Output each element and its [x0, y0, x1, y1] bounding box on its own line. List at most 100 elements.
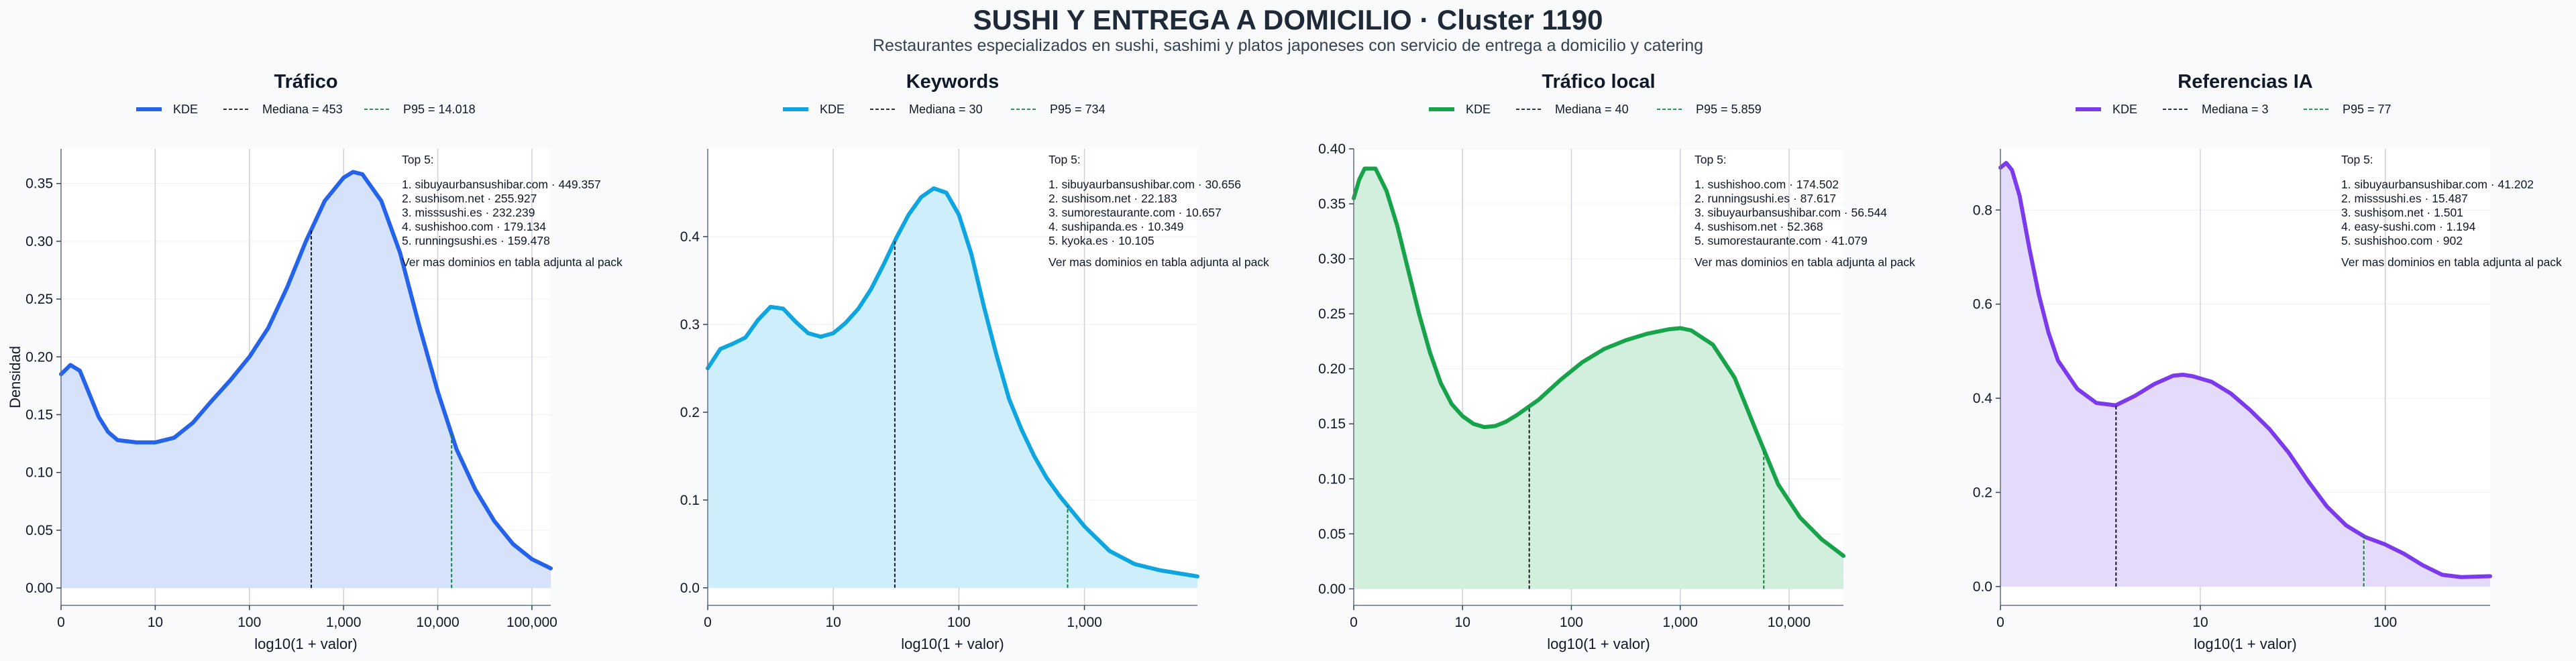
legend: KDE Mediana = 3 P95 = 77: [2076, 103, 2392, 116]
legend-median-label: Mediana = 40: [1555, 103, 1629, 116]
top5-note: Ver mas dominios en tabla adjunta al pac…: [1049, 255, 1269, 269]
panel-title: Referencias IA: [2178, 71, 2313, 93]
legend: KDE Mediana = 30 P95 = 734: [783, 103, 1106, 116]
top5-item: 3. misssushi.es · 232.239: [402, 206, 535, 219]
kde-line: [706, 186, 1199, 579]
x-axis-label: log10(1 + valor): [1547, 636, 1650, 652]
y-tick-label: 0.35: [1318, 196, 1346, 212]
kde-line: [59, 170, 553, 570]
kde-area: [708, 188, 1197, 588]
y-tick-label: 0.15: [1318, 416, 1346, 432]
kde-line: [1352, 166, 1845, 558]
legend-median-label: Mediana = 30: [909, 103, 983, 116]
top5-item: 2. runningsushi.es · 87.617: [1695, 192, 1836, 205]
legend-p95-label: P95 = 14.018: [403, 103, 476, 116]
top5-item: 5. kyoka.es · 10.105: [1049, 234, 1155, 247]
top5-annotation: Top 5: 1. sibuyaurbansushibar.com · 449.3…: [402, 153, 623, 269]
y-tick-label: 0.30: [25, 234, 53, 249]
legend-p95-label: P95 = 5.859: [1696, 103, 1762, 116]
panel-4: Referencias IA KDE Mediana = 3 P95 = 77 0 10 1…: [1973, 71, 2562, 652]
legend-median-label: Mediana = 453: [262, 103, 343, 116]
legend-p95-label: P95 = 734: [1050, 103, 1106, 116]
panel-3: Tráfico local KDE Mediana = 40 P95 = 5.859 0…: [1318, 71, 1915, 652]
x-tick-label: 1,000: [1067, 615, 1102, 630]
y-tick-label: 0.4: [680, 229, 700, 245]
y-tick-label: 0.15: [25, 408, 53, 423]
y-tick-label: 0.05: [1318, 526, 1346, 542]
top5-item: 1. sibuyaurbansushibar.com · 41.202: [2341, 178, 2534, 191]
legend-kde-label: KDE: [173, 103, 198, 116]
y-tick-label: 0.20: [1318, 361, 1346, 377]
panel-title: Tráfico local: [1542, 71, 1655, 93]
kde-area: [2000, 163, 2490, 587]
top5-item: 5. runningsushi.es · 159.478: [402, 234, 550, 247]
top5-item: 3. sibuyaurbansushibar.com · 56.544: [1695, 206, 1887, 219]
legend-p95-label: P95 = 77: [2343, 103, 2392, 116]
x-tick-label: 100: [2373, 615, 2397, 630]
x-tick-label: 10: [825, 615, 841, 630]
legend: KDE Mediana = 453 P95 = 14.018: [136, 103, 476, 116]
y-tick-label: 0.05: [25, 523, 53, 538]
top5-heading: Top 5:: [402, 153, 434, 166]
top5-item: 5. sumorestaurante.com · 41.079: [1695, 234, 1868, 247]
x-tick-label: 10,000: [416, 615, 459, 630]
top5-item: 4. sushishoo.com · 179.134: [402, 220, 546, 233]
top5-item: 5. sushishoo.com · 902: [2341, 234, 2463, 247]
top5-item: 1. sibuyaurbansushibar.com · 449.357: [402, 178, 601, 191]
legend-kde-label: KDE: [2112, 103, 2137, 116]
y-tick-label: 0.20: [25, 349, 53, 365]
x-axis-label: log10(1 + valor): [2194, 636, 2296, 652]
x-tick-label: 100: [947, 615, 971, 630]
top5-item: 3. sushisom.net · 1.501: [2341, 206, 2463, 219]
y-tick-label: 0.30: [1318, 251, 1346, 267]
x-tick-label: 10,000: [1768, 615, 1811, 630]
x-axis-label: log10(1 + valor): [901, 636, 1004, 652]
x-tick-label: 100: [1560, 615, 1583, 630]
x-tick-label: 0: [57, 615, 65, 630]
main-title: SUSHI Y ENTREGA A DOMICILIO · Cluster 11…: [973, 4, 1603, 36]
y-tick-label: 0.00: [25, 581, 53, 596]
top5-item: 1. sushishoo.com · 174.502: [1695, 178, 1839, 191]
x-tick-label: 100,000: [506, 615, 557, 630]
x-tick-label: 1,000: [1662, 615, 1698, 630]
y-tick-label: 0.10: [1318, 471, 1346, 487]
top5-note: Ver mas dominios en tabla adjunta al pac…: [2341, 255, 2562, 269]
y-tick-label: 0.4: [1973, 391, 1993, 406]
top5-note: Ver mas dominios en tabla adjunta al pac…: [1695, 255, 1915, 269]
top5-item: 4. easy-sushi.com · 1.194: [2341, 220, 2476, 233]
legend-median-label: Mediana = 3: [2202, 103, 2269, 116]
y-tick-label: 0.10: [25, 465, 53, 481]
x-tick-label: 1,000: [326, 615, 362, 630]
y-tick-label: 0.40: [1318, 141, 1346, 157]
top5-heading: Top 5:: [1049, 153, 1081, 166]
y-tick-label: 0.2: [1973, 485, 1992, 501]
top5-item: 2. sushisom.net · 255.927: [402, 192, 537, 205]
y-tick-label: 0.3: [680, 317, 700, 333]
kde-area: [61, 172, 551, 589]
x-tick-label: 0: [1996, 615, 2004, 630]
x-tick-label: 10: [2192, 615, 2208, 630]
panel-1: Tráfico KDE Mediana = 453 P95 = 14.018 0 10 10…: [7, 71, 623, 652]
panel-title: Tráfico: [274, 71, 337, 93]
legend-kde-label: KDE: [820, 103, 845, 116]
top5-item: 2. misssushi.es · 15.487: [2341, 192, 2468, 205]
y-tick-label: 0.0: [680, 581, 700, 596]
y-tick-label: 0.35: [25, 176, 53, 192]
top5-item: 1. sibuyaurbansushibar.com · 30.656: [1049, 178, 1241, 191]
x-tick-label: 10: [1455, 615, 1470, 630]
top5-item: 4. sushipanda.es · 10.349: [1049, 220, 1183, 233]
y-tick-label: 0.0: [1973, 579, 1992, 595]
legend-kde-label: KDE: [1466, 103, 1491, 116]
top5-heading: Top 5:: [1695, 153, 1727, 166]
main-subtitle: Restaurantes especializados en sushi, sa…: [872, 36, 1704, 55]
y-tick-label: 0.1: [680, 493, 700, 508]
top5-annotation: Top 5: 1. sibuyaurbansushibar.com · 41.20…: [2341, 153, 2562, 269]
y-axis-label: Densidad: [7, 346, 23, 408]
x-tick-label: 10: [148, 615, 163, 630]
kde-area: [1354, 168, 1843, 589]
x-tick-label: 0: [1350, 615, 1358, 630]
x-tick-label: 0: [704, 615, 712, 630]
panel-title: Keywords: [906, 71, 1000, 93]
